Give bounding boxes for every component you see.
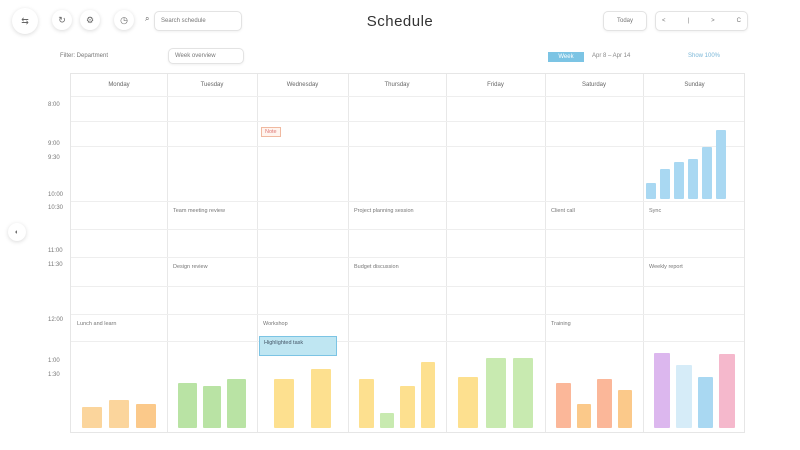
search-placeholder: Search schedule [161,18,206,24]
mini-chart-bar [702,146,712,199]
day-header[interactable]: Wednesday [286,82,319,88]
today-button[interactable]: Today [603,11,647,31]
filter-dropdown[interactable]: Filter: Department [54,48,160,64]
event-item[interactable]: Project planning session [354,208,414,214]
event-item[interactable]: Budget discussion [354,264,399,270]
activity-bar [697,376,714,428]
day-header[interactable]: Saturday [581,82,606,88]
activity-bar [617,389,632,428]
activity-bar [359,379,374,428]
row-divider [71,201,744,202]
mini-chart-bar [716,130,726,199]
time-label: 1:00 [48,358,60,364]
row-divider [71,229,744,230]
column-divider [167,74,168,432]
mini-chart-bar [688,158,698,199]
prev-button[interactable]: < [662,18,666,24]
event-item[interactable]: Weekly report [649,264,683,270]
activity-bar [719,353,735,428]
column-divider [348,74,349,432]
side-toggle-button[interactable]: ◐ [8,223,26,241]
row-divider [71,146,744,147]
time-label: 1:30 [48,372,60,378]
activity-bar [135,403,156,428]
note-tag[interactable]: Note [261,127,281,137]
row-divider [71,96,744,97]
event-item[interactable]: Lunch and learn [77,321,117,327]
time-label: 11:30 [48,262,63,268]
day-header[interactable]: Monday [108,82,130,88]
time-label: 11:00 [48,248,63,254]
activity-bar [202,386,222,428]
activity-bar [178,382,197,428]
activity-bar [109,400,129,428]
activity-bar [654,353,670,428]
filter-label: Filter: Department [60,53,109,59]
activity-bar [379,412,394,428]
column-divider [643,74,644,432]
view-dropdown[interactable]: Week overview [168,48,244,64]
nav-group: < | > C [655,11,748,31]
activity-bar [420,361,435,428]
activity-bar [576,403,591,428]
highlighted-task[interactable]: Highlighted task [259,336,337,356]
today-label: Today [616,18,633,24]
day-header[interactable]: Friday [487,82,504,88]
clock-button[interactable]: ◷ [114,10,134,30]
mini-chart-bar [674,162,684,199]
time-label: 8:00 [48,102,60,108]
time-label: 9:30 [48,155,60,161]
activity-bar [597,379,612,428]
event-item[interactable]: Design review [173,264,208,270]
event-item[interactable]: Team meeting review [173,208,225,214]
time-label: 10:30 [48,205,64,211]
view-label: Week overview [175,53,216,59]
day-header[interactable]: Sunday [684,82,705,88]
row-divider [71,121,744,122]
activity-bar [400,386,415,428]
row-divider [71,257,744,258]
row-divider [71,286,744,287]
activity-bar [273,379,294,428]
time-label: 10:00 [48,192,64,198]
mini-chart-bar [646,182,656,199]
event-item[interactable]: Workshop [263,321,288,327]
row-divider [71,341,744,342]
activity-bar [457,376,478,428]
week-chip[interactable]: Week [548,52,584,62]
search-input[interactable]: Search schedule [154,11,242,31]
range-label: Apr 8 – Apr 14 [592,53,631,59]
search-icon: ⌕ [145,14,150,23]
time-label: 9:00 [48,141,60,147]
activity-bar [227,379,246,428]
activity-bar [556,382,571,428]
divider: | [687,18,690,24]
activity-bar [311,368,332,428]
mini-chart-bar [660,169,670,199]
calendar-icon[interactable]: C [736,18,741,24]
event-item[interactable]: Training [551,321,571,327]
day-header[interactable]: Thursday [384,82,410,88]
activity-bar [513,358,534,428]
row-divider [71,314,744,315]
activity-bar [485,358,506,428]
event-item[interactable]: Sync [649,208,662,214]
page-title: Schedule [366,13,434,30]
column-divider [446,74,447,432]
activity-bar [675,365,692,428]
time-label: 12:00 [48,317,64,323]
calendar-grid: Monday Tuesday Wednesday Thursday Friday Satu… [70,73,745,433]
next-button[interactable]: > [711,18,715,24]
event-item[interactable]: Client call [551,208,575,214]
settings-button[interactable]: ⚙ [80,10,100,30]
refresh-button[interactable]: ↻ [52,10,72,30]
day-header[interactable]: Tuesday [200,82,224,88]
column-divider [257,74,258,432]
zoom-link[interactable]: Show 100% [688,53,721,59]
column-divider [545,74,546,432]
menu-button[interactable]: ⇆ [12,8,38,34]
activity-bar [82,407,103,428]
